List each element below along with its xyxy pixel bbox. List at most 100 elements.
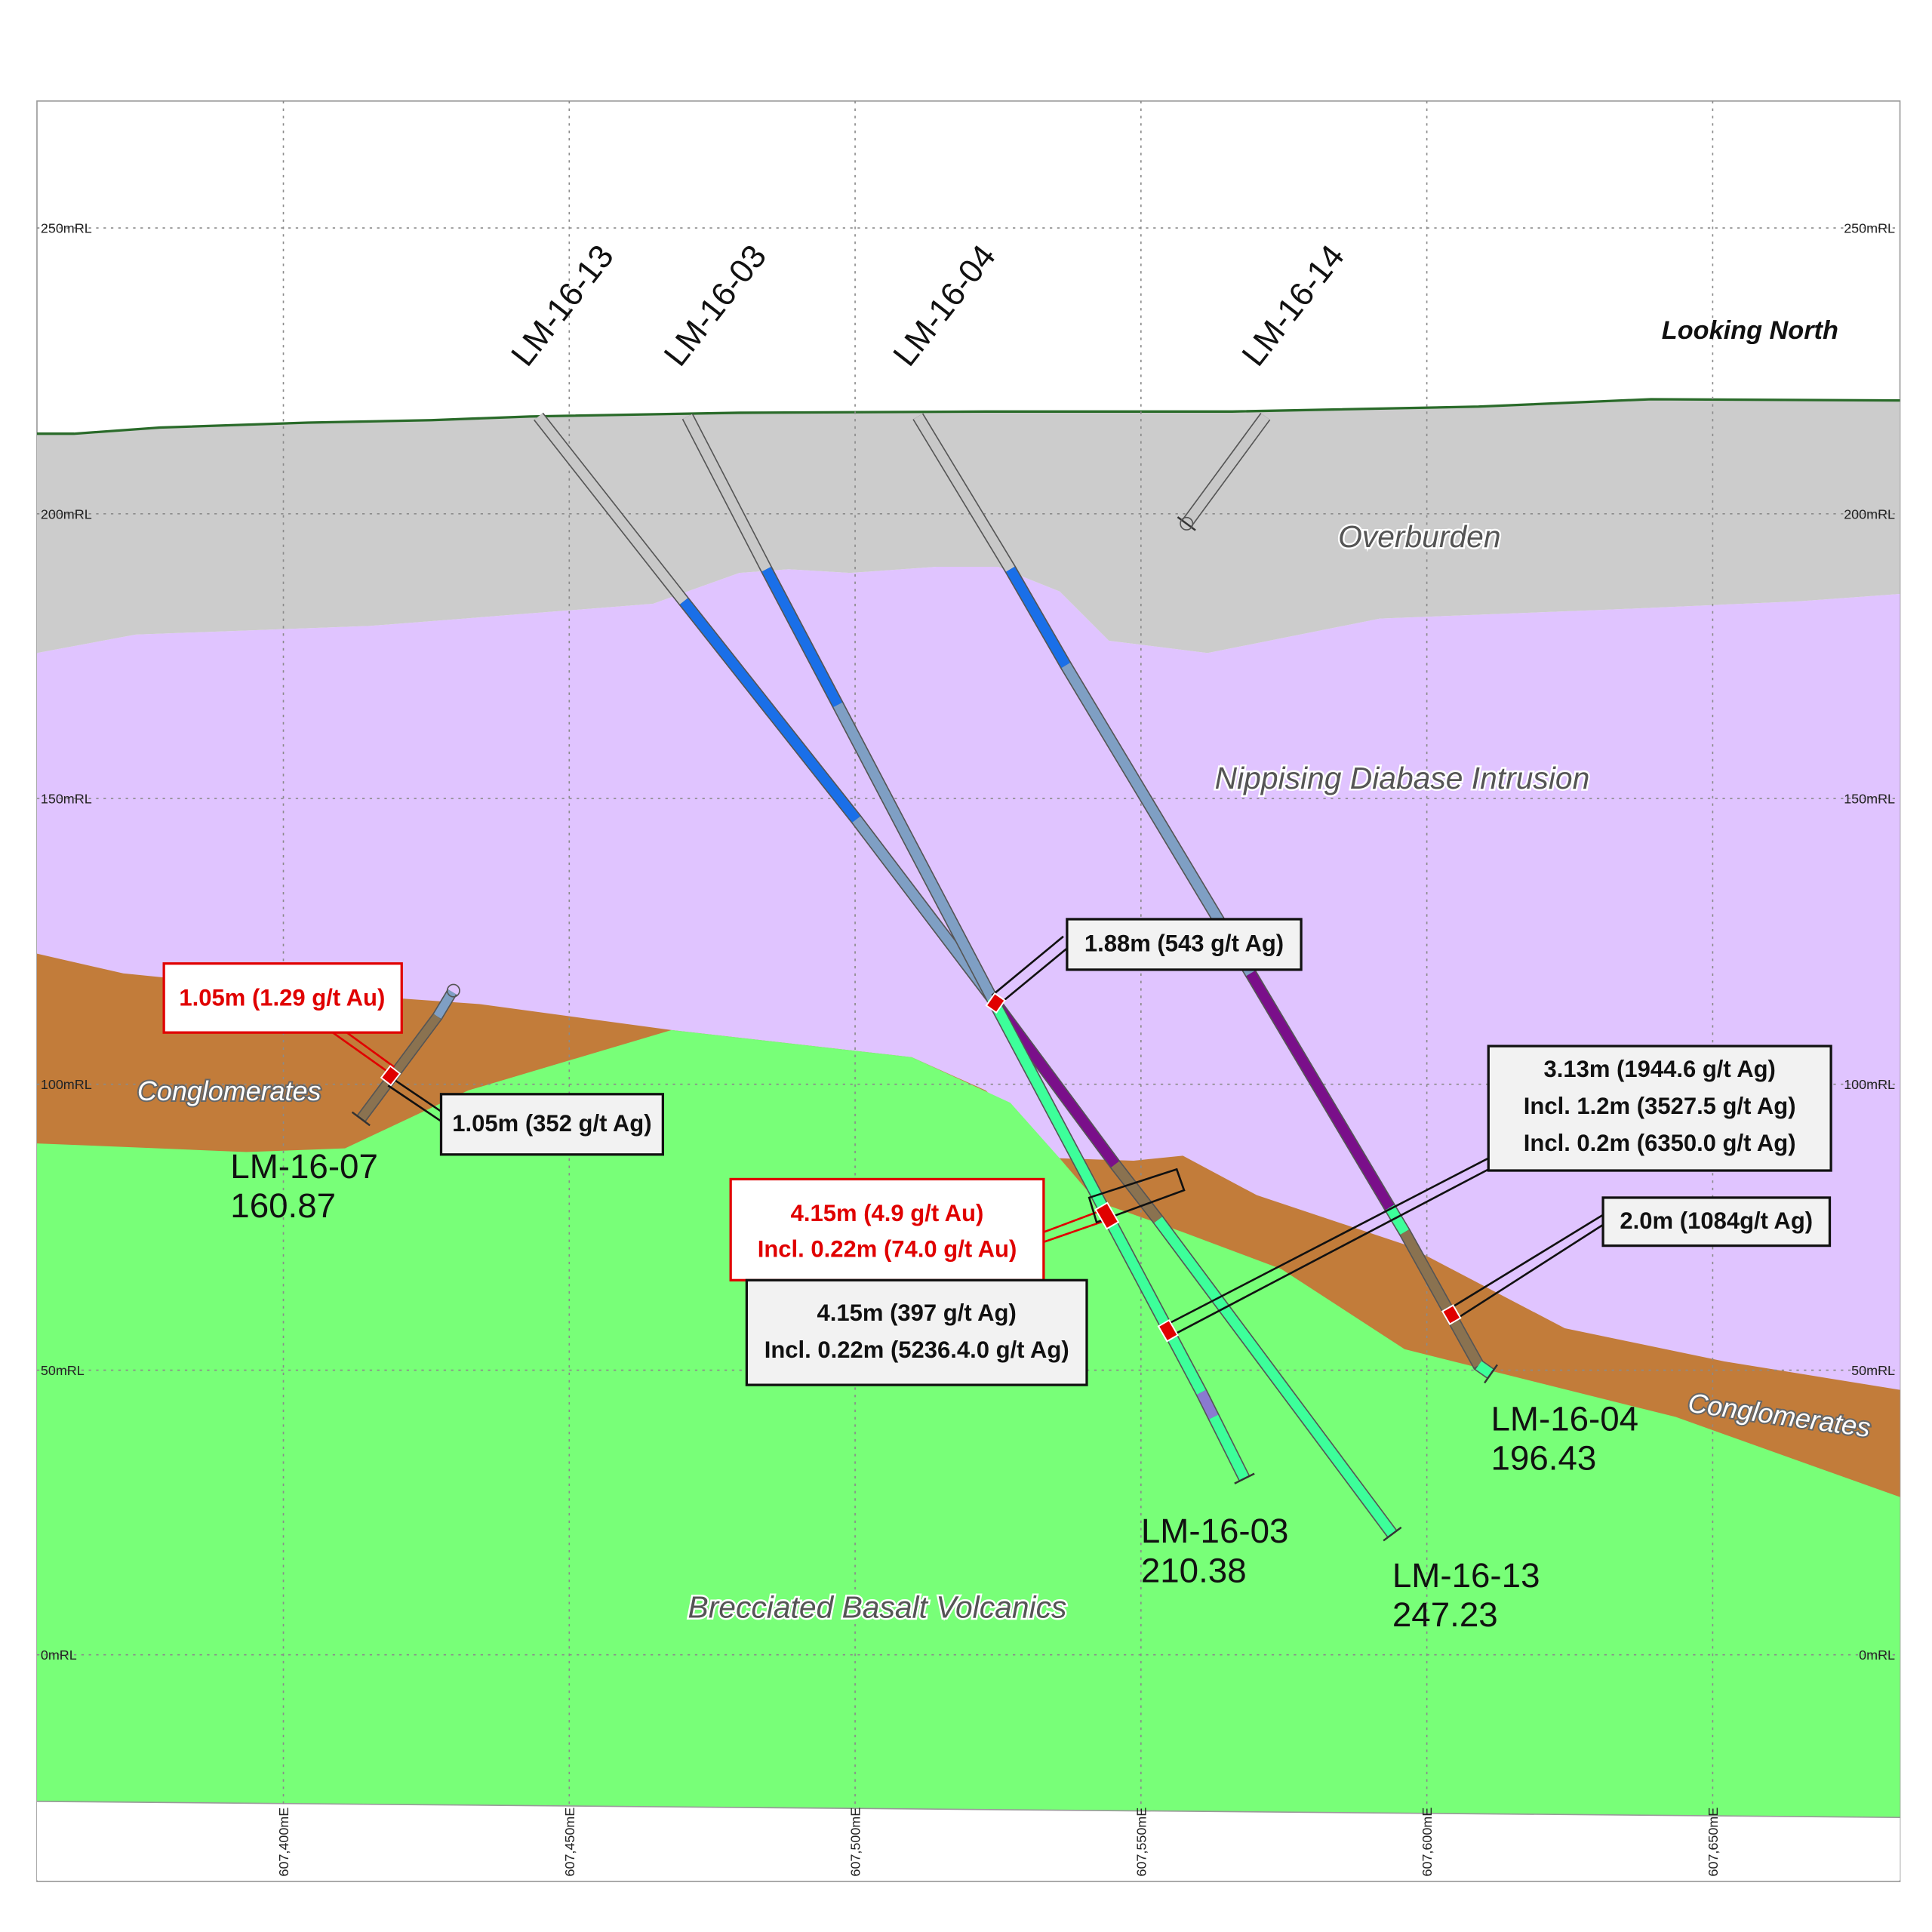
intercept bbox=[1094, 1201, 1120, 1230]
hole-segment bbox=[1386, 1204, 1409, 1235]
me-label: 607,600mE bbox=[1420, 1807, 1435, 1877]
hole-segment bbox=[357, 1014, 441, 1121]
callout: 1.05m (352 g/t Ag) bbox=[439, 1093, 664, 1156]
callout-box bbox=[729, 1177, 1045, 1281]
rl-label: 150mRL bbox=[41, 791, 92, 806]
hole-segment bbox=[1111, 1161, 1162, 1223]
callout-box bbox=[1601, 1196, 1832, 1247]
hole-segment bbox=[1400, 1229, 1483, 1368]
callout-text: Incl. 1.2m (3527.5 g/t Ag) bbox=[1524, 1093, 1796, 1119]
hole-end-depth: 247.23 bbox=[1392, 1595, 1498, 1634]
callout-text: 4.15m (397 g/t Ag) bbox=[817, 1300, 1017, 1326]
callout-text: 4.15m (4.9 g/t Au) bbox=[791, 1200, 984, 1226]
leader-line bbox=[339, 1026, 395, 1068]
callout-text: 1.88m (543 g/t Ag) bbox=[1084, 930, 1284, 956]
hole-segment bbox=[1006, 567, 1070, 668]
hole-segment bbox=[1154, 1217, 1397, 1537]
interval-outline bbox=[1088, 1168, 1186, 1224]
hole-segment bbox=[833, 702, 997, 1001]
unit-label: Overburden bbox=[1338, 519, 1500, 554]
callout-box bbox=[745, 1278, 1088, 1386]
callout-box bbox=[162, 962, 403, 1034]
leader-line bbox=[1043, 1209, 1103, 1233]
hole-segment bbox=[1209, 1414, 1249, 1481]
callout-text: 1.05m (1.29 g/t Au) bbox=[179, 984, 385, 1011]
callout-text: 3.13m (1944.6 g/t Ag) bbox=[1543, 1056, 1775, 1082]
hole-end-cap bbox=[1177, 516, 1196, 531]
intercept bbox=[1157, 1318, 1179, 1343]
rl-labels: 250mRL 200mRL 150mRL 100mRL 50mRL 0mRL 2… bbox=[41, 221, 1895, 1663]
callout-box bbox=[439, 1093, 664, 1156]
callout: 1.88m (543 g/t Ag) bbox=[1066, 918, 1303, 971]
callout: 4.15m (397 g/t Ag) Incl. 0.22m (5236.4.0… bbox=[745, 1278, 1088, 1386]
rl-label: 0mRL bbox=[1859, 1647, 1895, 1663]
me-labels: 607,400mE 607,450mE 607,500mE 607,550mE … bbox=[276, 1807, 1721, 1877]
unit-label: Brecciated Basalt Volcanics bbox=[688, 1590, 1066, 1625]
callout: 4.15m (4.9 g/t Au) Incl. 0.22m (74.0 g/t… bbox=[729, 1177, 1045, 1281]
callout-text: 2.0m (1084g/t Ag) bbox=[1620, 1208, 1813, 1234]
leader-line bbox=[387, 1084, 442, 1122]
leader-line bbox=[1447, 1214, 1604, 1311]
hole-end-name: LM-16-04 bbox=[1491, 1400, 1639, 1438]
intercept bbox=[380, 1065, 401, 1087]
rl-label: 0mRL bbox=[41, 1647, 77, 1663]
me-label: 607,650mE bbox=[1706, 1807, 1721, 1877]
rl-label: 250mRL bbox=[41, 221, 92, 236]
rl-label: 100mRL bbox=[41, 1077, 92, 1092]
leader-line bbox=[1454, 1223, 1604, 1321]
collar-marker bbox=[1180, 516, 1194, 531]
leaders bbox=[332, 935, 1604, 1337]
hole-end-depth: 160.87 bbox=[230, 1186, 336, 1225]
hole-segment bbox=[683, 414, 771, 572]
rl-label: 200mRL bbox=[41, 506, 92, 521]
me-label: 607,500mE bbox=[848, 1807, 863, 1877]
intercept bbox=[985, 992, 1006, 1014]
hole-end-depth: 210.38 bbox=[1141, 1551, 1247, 1589]
hole-end-name: LM-16-13 bbox=[1392, 1556, 1540, 1595]
hole-end-cap bbox=[1383, 1526, 1402, 1542]
leader-line bbox=[1171, 1167, 1492, 1337]
callout: 3.13m (1944.6 g/t Ag) Incl. 1.2m (3527.5… bbox=[1487, 1044, 1832, 1172]
rl-label: 200mRL bbox=[1844, 506, 1895, 521]
rl-label: 250mRL bbox=[1844, 221, 1895, 236]
hole-end-name: LM-16-03 bbox=[1141, 1512, 1289, 1550]
rl-label: 100mRL bbox=[1844, 1077, 1895, 1092]
leader-line bbox=[391, 1077, 442, 1112]
hole-end-cap bbox=[351, 1111, 371, 1127]
rl-label: 150mRL bbox=[1844, 791, 1895, 806]
overburden-unit bbox=[36, 398, 1900, 654]
hole-segment bbox=[1246, 971, 1395, 1211]
unit-label: Conglomerates bbox=[137, 1075, 321, 1106]
section-bottom bbox=[36, 1801, 1900, 1818]
hole-segment bbox=[1475, 1361, 1494, 1378]
hole-end-cap bbox=[1484, 1364, 1498, 1384]
callout-text: Incl. 0.22m (74.0 g/t Au) bbox=[758, 1235, 1017, 1262]
bottom-mask bbox=[36, 1801, 1900, 1881]
callout-text: Incl. 0.2m (6350.0 g/t Ag) bbox=[1524, 1130, 1796, 1156]
hole-end-depth: 196.43 bbox=[1491, 1439, 1597, 1478]
me-label: 607,450mE bbox=[562, 1807, 577, 1877]
unit-label: Nippising Diabase Intrusion bbox=[1215, 761, 1590, 795]
hole-segment bbox=[913, 414, 1015, 572]
hole-end-name: LM-16-07 bbox=[230, 1147, 378, 1186]
leader-line bbox=[991, 935, 1064, 997]
callout: 1.05m (1.29 g/t Au) bbox=[162, 962, 403, 1034]
intercept bbox=[1441, 1304, 1462, 1325]
collar-marker bbox=[446, 983, 460, 998]
rl-label: 50mRL bbox=[41, 1363, 85, 1378]
leader-line bbox=[332, 1032, 389, 1073]
hole-segment bbox=[680, 598, 860, 823]
hole-segment bbox=[1182, 413, 1269, 527]
view-label: Looking North bbox=[1662, 316, 1838, 345]
leader-line bbox=[1164, 1157, 1489, 1327]
hole-segment bbox=[761, 567, 842, 707]
grid bbox=[36, 100, 1900, 1817]
callout: 2.0m (1084g/t Ag) bbox=[1601, 1196, 1832, 1247]
rl-label: 50mRL bbox=[1851, 1363, 1895, 1378]
callout-text: Incl. 0.22m (5236.4.0 g/t Ag) bbox=[764, 1337, 1069, 1363]
leader-line bbox=[998, 945, 1070, 1005]
hole-segment bbox=[1196, 1389, 1219, 1420]
me-label: 607,400mE bbox=[276, 1807, 291, 1877]
